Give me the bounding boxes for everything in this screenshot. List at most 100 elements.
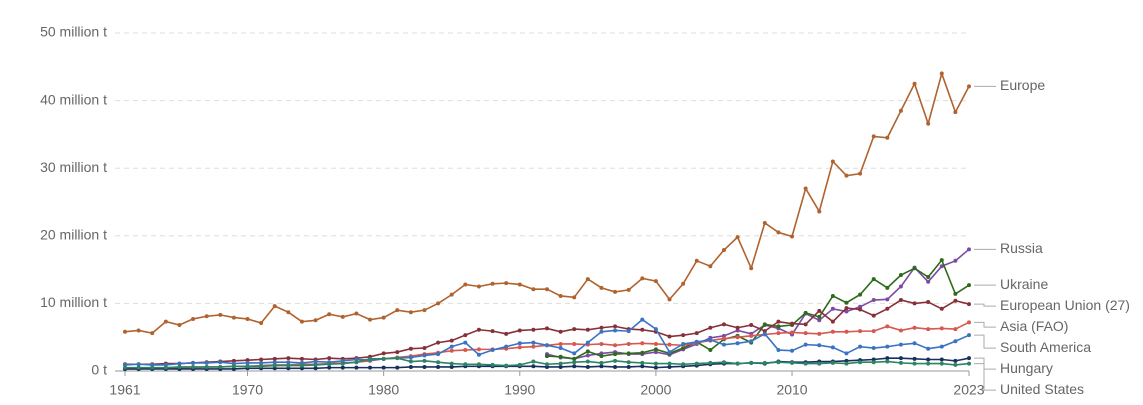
data-point (721, 342, 726, 347)
data-point (803, 331, 808, 336)
data-point (585, 340, 590, 345)
data-point (572, 360, 577, 365)
data-point (191, 360, 196, 365)
data-point (354, 365, 359, 370)
data-point (898, 328, 903, 333)
data-point (572, 295, 577, 300)
data-point (572, 341, 577, 346)
data-point (368, 317, 373, 322)
data-point (830, 345, 835, 350)
data-point (653, 365, 658, 370)
data-point (613, 289, 618, 294)
data-point (163, 319, 168, 324)
data-point (599, 354, 604, 359)
label-leader (974, 321, 996, 328)
data-point (708, 337, 713, 342)
data-point (953, 298, 958, 303)
data-point (626, 360, 631, 365)
data-point (463, 333, 468, 338)
data-point (490, 329, 495, 334)
data-point (885, 285, 890, 290)
data-point (286, 310, 291, 315)
series-line (546, 248, 970, 360)
data-point (245, 364, 250, 369)
data-point (286, 360, 291, 365)
data-point (762, 360, 767, 365)
data-point (912, 325, 917, 330)
data-point (572, 356, 577, 361)
data-point (136, 365, 141, 370)
data-point (490, 362, 495, 367)
data-point (504, 344, 509, 349)
data-point (504, 331, 509, 336)
data-point (885, 306, 890, 311)
data-point (381, 315, 386, 320)
data-point (626, 329, 631, 334)
data-point (327, 365, 332, 370)
data-point (558, 361, 563, 366)
data-point (939, 326, 944, 331)
data-point (817, 361, 822, 366)
data-point (830, 329, 835, 334)
data-point (476, 347, 481, 352)
data-point (150, 331, 155, 336)
data-point (163, 365, 168, 370)
data-point (844, 173, 849, 178)
data-point (858, 329, 863, 334)
data-point (395, 308, 400, 313)
data-point (912, 361, 917, 366)
data-point (776, 324, 781, 329)
data-point (653, 347, 658, 352)
legend-label: South America (1000, 339, 1091, 355)
data-point (313, 359, 318, 364)
data-point (885, 344, 890, 349)
data-point (939, 258, 944, 263)
data-point (558, 346, 563, 351)
data-point (939, 357, 944, 362)
data-point (926, 346, 931, 351)
data-point (803, 361, 808, 366)
data-point (667, 297, 672, 302)
data-point (817, 331, 822, 336)
data-point (667, 361, 672, 366)
data-point (830, 306, 835, 311)
data-point (871, 134, 876, 139)
data-point (585, 364, 590, 369)
data-point (967, 361, 971, 366)
data-point (844, 300, 849, 305)
data-point (599, 285, 604, 290)
data-point (871, 346, 876, 351)
data-point (626, 364, 631, 369)
data-point (858, 344, 863, 349)
data-point (653, 361, 658, 366)
data-point (721, 322, 726, 327)
data-point (422, 364, 427, 369)
data-point (694, 331, 699, 336)
data-point (858, 292, 863, 297)
data-point (490, 281, 495, 286)
data-point (449, 292, 454, 297)
data-point (844, 361, 849, 366)
data-point (572, 327, 577, 332)
data-point (408, 310, 413, 315)
data-point (939, 306, 944, 311)
data-point (422, 346, 427, 351)
legend-label: Russia (1000, 240, 1043, 256)
data-point (259, 321, 264, 326)
data-point (517, 362, 522, 367)
data-point (313, 318, 318, 323)
data-point (585, 353, 590, 358)
data-point (817, 209, 822, 214)
data-point (749, 333, 754, 338)
data-point (545, 326, 549, 331)
data-point (599, 329, 604, 334)
data-point (953, 339, 958, 344)
data-point (926, 327, 931, 332)
x-tick-label: 1990 (504, 382, 535, 398)
data-point (749, 266, 754, 271)
data-point (735, 235, 740, 240)
data-point (299, 319, 304, 324)
data-point (245, 316, 250, 321)
data-point (667, 364, 672, 369)
